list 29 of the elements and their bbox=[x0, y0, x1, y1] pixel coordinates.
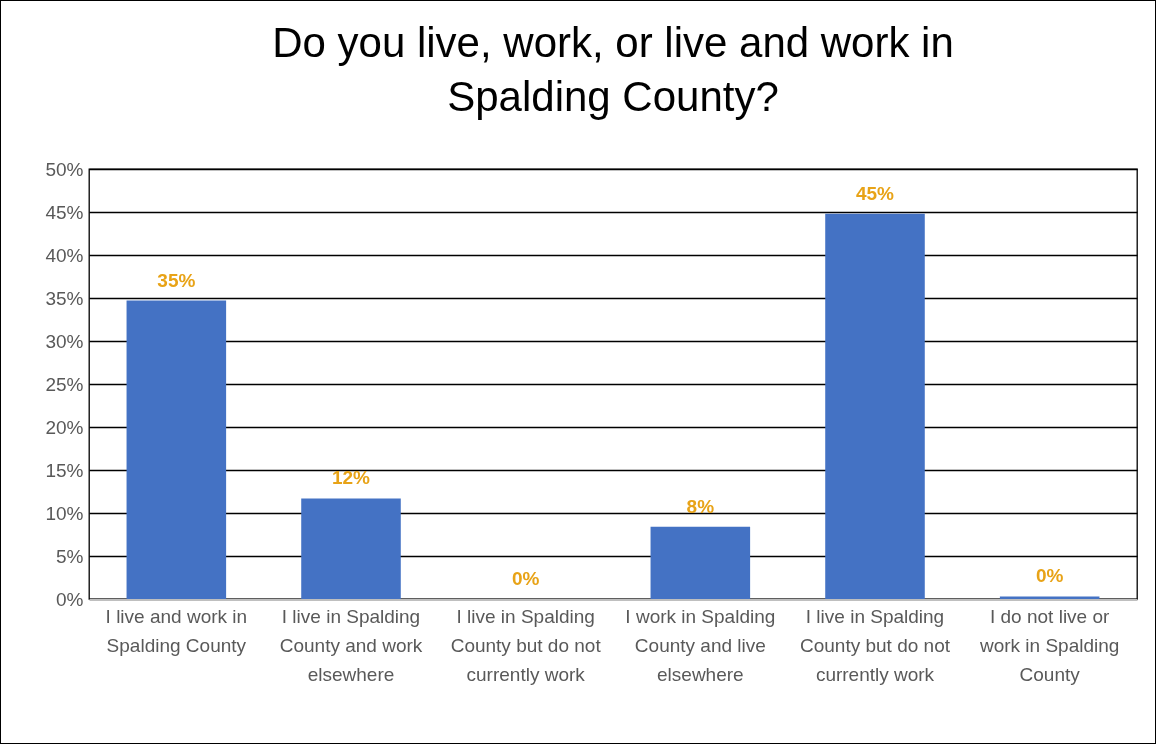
data-label: 12% bbox=[331, 467, 371, 489]
bar bbox=[825, 213, 925, 599]
x-tick-label: I live in Spalding County and work elsewhere bbox=[279, 605, 423, 685]
data-label: 0% bbox=[1035, 565, 1064, 587]
y-tick-label: 45% bbox=[45, 201, 84, 223]
y-tick-label: 15% bbox=[45, 459, 84, 481]
x-tick-label: I work in Spalding County and live elsewhere bbox=[625, 605, 776, 685]
data-label: 8% bbox=[686, 495, 715, 517]
y-tick-label: 10% bbox=[45, 502, 84, 524]
bar bbox=[999, 596, 1100, 599]
y-tick-label: 35% bbox=[45, 287, 84, 309]
bar bbox=[301, 498, 401, 599]
y-tick-label: 5% bbox=[56, 545, 84, 567]
y-tick-label: 30% bbox=[45, 330, 84, 352]
bar bbox=[650, 526, 751, 599]
x-tick-label: I do not live or work in Spalding County bbox=[978, 605, 1120, 685]
chart-title: Do you live, work, or live and work in Spalding County? bbox=[272, 19, 954, 120]
y-tick-label: 0% bbox=[56, 588, 84, 610]
data-label: 45% bbox=[855, 182, 895, 204]
data-label: 35% bbox=[157, 269, 196, 291]
y-tick-label: 20% bbox=[45, 416, 84, 438]
y-tick-label: 40% bbox=[45, 244, 84, 266]
y-tick-label: 50% bbox=[45, 158, 84, 180]
bar bbox=[126, 300, 227, 599]
x-tick-label: I live in Spalding County but do not currently work bbox=[800, 605, 951, 685]
data-label: 0% bbox=[511, 568, 540, 589]
y-tick-label: 25% bbox=[45, 373, 84, 395]
x-tick-label: I live and work in Spalding County bbox=[105, 605, 248, 656]
x-tick-label: I live in Spalding County but do not currently work bbox=[450, 605, 602, 685]
